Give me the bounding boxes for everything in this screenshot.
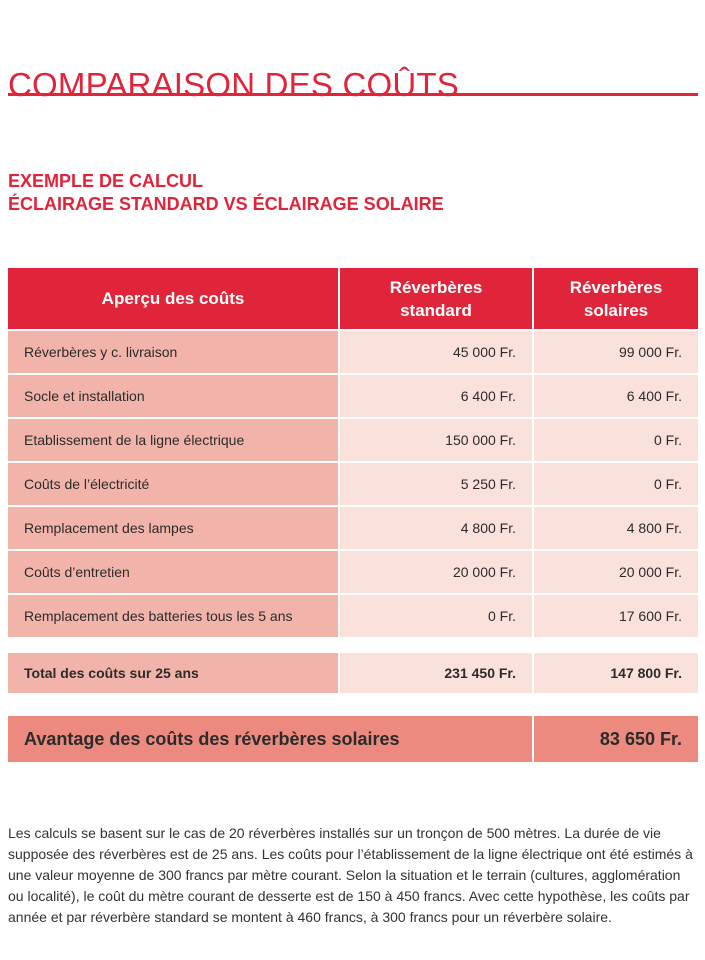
row-label: Socle et installation	[8, 375, 338, 417]
header-standard-line-2: standard	[400, 300, 472, 320]
header-solar-line-2: solaires	[583, 300, 649, 320]
total-label: Total des coûts sur 25 ans	[8, 653, 338, 693]
row-standard-value: 20 000 Fr.	[340, 551, 532, 593]
total-solar-value: 147 800 Fr.	[534, 653, 698, 693]
table-header-row: Aperçu des coûts Réverbères standard Rév…	[8, 268, 698, 329]
table-row: Réverbères y c. livraison 45 000 Fr. 99 …	[8, 331, 698, 373]
row-solar-value: 4 800 Fr.	[534, 507, 698, 549]
header-standard: Réverbères standard	[340, 268, 532, 329]
header-overview: Aperçu des coûts	[8, 268, 338, 329]
section-subtitle: EXEMPLE DE CALCUL ÉCLAIRAGE STANDARD VS …	[8, 170, 444, 216]
table-row: Socle et installation 6 400 Fr. 6 400 Fr…	[8, 375, 698, 417]
header-solar: Réverbères solaires	[534, 268, 698, 329]
table-row: Coûts de l’électricité 5 250 Fr. 0 Fr.	[8, 463, 698, 505]
total-standard-value: 231 450 Fr.	[340, 653, 532, 693]
row-solar-value: 17 600 Fr.	[534, 595, 698, 637]
explanatory-note: Les calculs se basent sur le cas de 20 r…	[8, 825, 693, 925]
table-row: Coûts d’entretien 20 000 Fr. 20 000 Fr.	[8, 551, 698, 593]
row-solar-value: 6 400 Fr.	[534, 375, 698, 417]
row-label: Remplacement des lampes	[8, 507, 338, 549]
table-row: Remplacement des lampes 4 800 Fr. 4 800 …	[8, 507, 698, 549]
row-solar-value: 20 000 Fr.	[534, 551, 698, 593]
row-solar-value: 99 000 Fr.	[534, 331, 698, 373]
advantage-row: Avantage des coûts des réverbères solair…	[8, 716, 698, 762]
row-solar-value: 0 Fr.	[534, 463, 698, 505]
subtitle-line-1: EXEMPLE DE CALCUL	[8, 171, 204, 191]
advantage-label: Avantage des coûts des réverbères solair…	[8, 716, 532, 762]
cost-comparison-table: Aperçu des coûts Réverbères standard Rév…	[8, 268, 698, 762]
table-row: Remplacement des batteries tous les 5 an…	[8, 595, 698, 637]
row-standard-value: 0 Fr.	[340, 595, 532, 637]
total-row: Total des coûts sur 25 ans 231 450 Fr. 1…	[8, 653, 698, 693]
row-label: Remplacement des batteries tous les 5 an…	[8, 595, 338, 637]
page-title: COMPARAISON DES COÛTS	[8, 66, 459, 104]
table-row: Etablissement de la ligne électrique 150…	[8, 419, 698, 461]
row-label: Coûts de l’électricité	[8, 463, 338, 505]
row-solar-value: 0 Fr.	[534, 419, 698, 461]
header-standard-line-1: Réverbères	[389, 277, 483, 297]
row-standard-value: 6 400 Fr.	[340, 375, 532, 417]
title-divider	[8, 93, 698, 96]
row-label: Coûts d’entretien	[8, 551, 338, 593]
row-standard-value: 45 000 Fr.	[340, 331, 532, 373]
row-label: Etablissement de la ligne électrique	[8, 419, 338, 461]
row-standard-value: 5 250 Fr.	[340, 463, 532, 505]
subtitle-line-2: ÉCLAIRAGE STANDARD VS ÉCLAIRAGE SOLAIRE	[8, 194, 444, 214]
row-standard-value: 150 000 Fr.	[340, 419, 532, 461]
advantage-value: 83 650 Fr.	[534, 716, 698, 762]
header-solar-line-1: Réverbères	[569, 277, 663, 297]
row-label: Réverbères y c. livraison	[8, 331, 338, 373]
row-standard-value: 4 800 Fr.	[340, 507, 532, 549]
